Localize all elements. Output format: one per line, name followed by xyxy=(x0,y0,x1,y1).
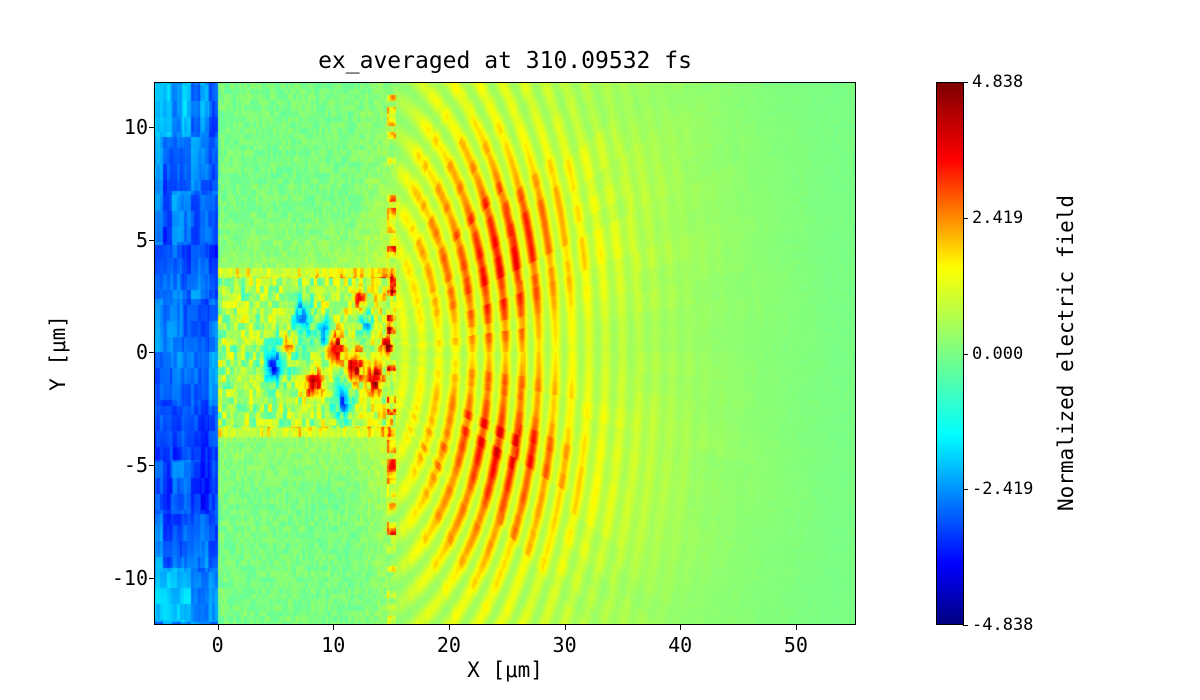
x-tick-label: 50 xyxy=(783,633,808,657)
colorbar-tick-label: -4.838 xyxy=(972,615,1034,635)
colorbar-tick-mark xyxy=(963,489,968,491)
colorbar-tick-label: 0.000 xyxy=(972,343,1024,364)
x-tick-mark xyxy=(448,625,450,630)
y-tick-mark xyxy=(149,239,154,241)
y-axis-label: Y [μm] xyxy=(46,315,70,391)
x-tick-mark xyxy=(795,625,797,630)
y-tick-mark xyxy=(149,465,154,466)
x-tick-label: 30 xyxy=(552,633,577,657)
chart-title: ex_averaged at 310.09532 fs xyxy=(318,48,692,74)
y-tick-mark xyxy=(149,127,154,129)
x-tick-mark xyxy=(333,625,335,630)
y-tick-mark xyxy=(149,577,154,579)
colorbar-tick-mark xyxy=(963,217,968,219)
x-axis-label: X [μm] xyxy=(467,658,543,682)
y-tick-label: -10 xyxy=(111,565,148,590)
y-tick-mark xyxy=(149,352,154,354)
y-tick-label: 0 xyxy=(135,340,148,365)
y-tick-label: -5 xyxy=(123,453,148,477)
heatmap-canvas xyxy=(155,83,855,624)
colorbar-tick-label: -2.419 xyxy=(972,479,1034,500)
colorbar-label: Normalized electric field xyxy=(1054,194,1078,512)
colorbar-canvas xyxy=(937,83,963,624)
colorbar-tick-label: 2.419 xyxy=(972,207,1024,228)
x-tick-label: 0 xyxy=(211,633,224,657)
colorbar-tick-mark xyxy=(963,625,968,626)
x-tick-mark xyxy=(680,625,682,630)
colorbar-tick-mark xyxy=(963,82,968,83)
y-tick-label: 10 xyxy=(123,115,148,140)
x-tick-label: 20 xyxy=(436,633,461,657)
colorbar-tick-mark xyxy=(963,353,968,355)
colorbar xyxy=(936,82,964,625)
x-tick-label: 10 xyxy=(321,633,346,657)
x-tick-mark xyxy=(217,625,219,630)
y-tick-label: 5 xyxy=(135,227,148,252)
x-tick-label: 40 xyxy=(668,633,693,657)
x-tick-mark xyxy=(564,625,566,630)
plot-area xyxy=(154,82,856,625)
colorbar-tick-label: 4.838 xyxy=(972,72,1024,92)
